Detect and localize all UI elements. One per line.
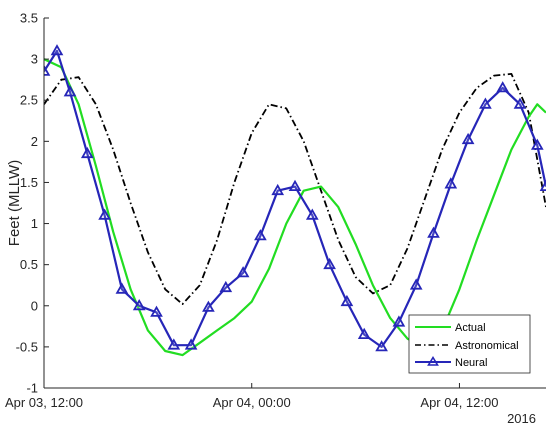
y-tick-label: -1: [26, 381, 38, 396]
neural-point: [357, 327, 371, 339]
series-line-neural: [44, 49, 546, 348]
y-tick-label: 0: [31, 298, 38, 313]
neural-point: [236, 266, 250, 278]
x-secondary-label: 2016: [507, 411, 536, 426]
y-tick-label: 2: [31, 134, 38, 149]
y-tick-label: 0.5: [20, 257, 38, 272]
neural-point: [392, 315, 406, 327]
neural-point: [50, 44, 64, 56]
y-tick-label: 2.5: [20, 93, 38, 108]
neural-point: [530, 138, 544, 150]
neural-point: [288, 179, 302, 191]
x-tick-label: Apr 04, 00:00: [213, 395, 291, 410]
neural-point: [496, 81, 510, 93]
y-tick-label: -0.5: [16, 339, 38, 354]
neural-point: [427, 226, 440, 238]
neural-point: [513, 97, 527, 109]
legend-label-actual: Actual: [455, 322, 486, 334]
neural-point: [150, 305, 163, 317]
y-tick-label: 3.5: [20, 11, 38, 26]
neural-point: [98, 208, 111, 220]
neural-point: [254, 229, 267, 241]
neural-point: [167, 338, 181, 350]
series-line-astronomical: [44, 73, 546, 305]
neural-point: [63, 85, 77, 97]
legend-marker-neural: [427, 355, 439, 366]
neural-point: [202, 300, 215, 312]
neural-point: [340, 294, 354, 307]
neural-point: [323, 257, 336, 270]
neural-point: [80, 146, 94, 159]
legend-label-neural: Neural: [455, 357, 487, 369]
neural-point: [539, 179, 546, 191]
y-tick-label: 1: [31, 216, 38, 231]
neural-point: [271, 183, 285, 196]
neural-point: [44, 64, 51, 76]
neural-point: [409, 278, 423, 290]
y-tick-label: 3: [31, 52, 38, 67]
neural-point: [184, 338, 198, 350]
neural-point: [479, 97, 492, 109]
neural-point: [461, 132, 475, 145]
legend: Actual Astronomical Neural: [408, 314, 531, 374]
series-line-actual: [44, 58, 546, 357]
neural-point: [115, 282, 129, 294]
x-tick-label: Apr 03, 12:00: [5, 395, 83, 410]
y-axis-title: Feet (MLLW): [6, 160, 23, 246]
x-tick-label: Apr 04, 12:00: [420, 395, 498, 410]
y-tick-label: 1.5: [20, 175, 38, 190]
neural-point: [219, 280, 233, 293]
neural-point: [375, 340, 388, 352]
neural-point: [444, 177, 458, 189]
legend-label-astronomical: Astronomical: [455, 340, 519, 352]
neural-point: [305, 208, 319, 220]
neural-point: [132, 298, 146, 311]
